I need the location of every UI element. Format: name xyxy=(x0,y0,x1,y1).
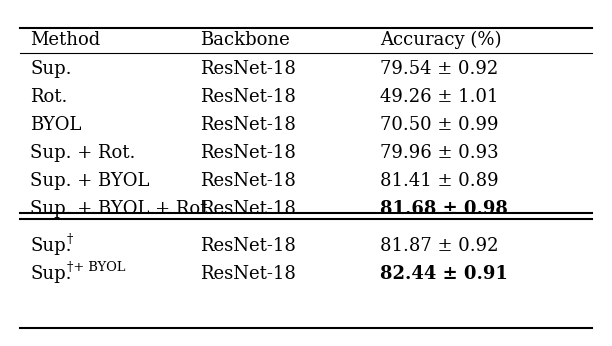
Text: Sup. + BYOL + Rot.: Sup. + BYOL + Rot. xyxy=(30,200,213,218)
Text: ResNet-18: ResNet-18 xyxy=(200,237,296,255)
Text: ResNet-18: ResNet-18 xyxy=(200,265,296,283)
Text: Sup.: Sup. xyxy=(30,60,72,78)
Text: Backbone: Backbone xyxy=(200,31,289,49)
Text: Sup.: Sup. xyxy=(30,265,72,283)
Text: 79.54 ± 0.92: 79.54 ± 0.92 xyxy=(380,60,498,78)
Text: ResNet-18: ResNet-18 xyxy=(200,60,296,78)
Text: Method: Method xyxy=(30,31,100,49)
Text: †: † xyxy=(67,233,73,246)
Text: BYOL: BYOL xyxy=(30,116,81,134)
Text: 81.68 ± 0.98: 81.68 ± 0.98 xyxy=(380,200,508,218)
Text: Rot.: Rot. xyxy=(30,88,67,106)
Text: Sup. + Rot.: Sup. + Rot. xyxy=(30,144,135,162)
Text: ResNet-18: ResNet-18 xyxy=(200,88,296,106)
Text: 70.50 ± 0.99: 70.50 ± 0.99 xyxy=(380,116,499,134)
Text: ResNet-18: ResNet-18 xyxy=(200,144,296,162)
Text: Sup.: Sup. xyxy=(30,237,72,255)
Text: 81.41 ± 0.89: 81.41 ± 0.89 xyxy=(380,172,499,190)
Text: 81.87 ± 0.92: 81.87 ± 0.92 xyxy=(380,237,499,255)
Text: 49.26 ± 1.01: 49.26 ± 1.01 xyxy=(380,88,499,106)
Text: Accuracy (%): Accuracy (%) xyxy=(380,31,501,49)
Text: †+ BYOL: †+ BYOL xyxy=(67,261,125,273)
Text: 82.44 ± 0.91: 82.44 ± 0.91 xyxy=(380,265,508,283)
Text: ResNet-18: ResNet-18 xyxy=(200,172,296,190)
Text: 79.96 ± 0.93: 79.96 ± 0.93 xyxy=(380,144,499,162)
Text: Sup. + BYOL: Sup. + BYOL xyxy=(30,172,149,190)
Text: ResNet-18: ResNet-18 xyxy=(200,200,296,218)
Text: ResNet-18: ResNet-18 xyxy=(200,116,296,134)
